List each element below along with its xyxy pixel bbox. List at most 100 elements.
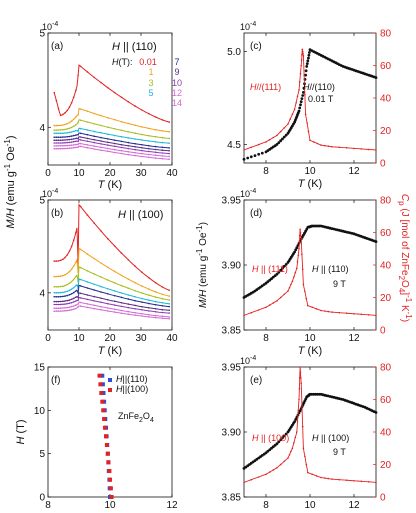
panel-e-series-Cp-point	[298, 377, 301, 379]
panel-a-series-4-point	[72, 134, 75, 137]
panel-b-series-6-point	[141, 309, 143, 311]
panel-a-series-5-point	[107, 141, 109, 144]
panel-d-series-M/H	[281, 266, 284, 270]
panel-b-series-3-point	[148, 299, 150, 301]
panel-b-series-7-point	[93, 304, 95, 307]
panel-a-series-4-point	[59, 136, 62, 138]
panel-a-series-6-point	[148, 150, 150, 153]
panel-a-series-4-point	[148, 144, 150, 147]
panel-e-y2tick-label: 0	[380, 493, 386, 504]
panel-a-series-6-point	[127, 147, 130, 150]
panel-b-series-6-point	[79, 297, 82, 299]
panel-e-y2tick-label: 80	[380, 363, 392, 374]
panel-d-series-Cp-point	[297, 254, 300, 257]
panel-b-xtick-label: 30	[135, 333, 147, 344]
panel-b-series-7-point	[86, 303, 89, 305]
panel-b-series-1-point	[127, 278, 130, 280]
panel-a-series-6-point	[168, 152, 170, 155]
panel-c-series-M/H	[300, 97, 304, 100]
panel-e-series-Cp-point	[291, 447, 294, 450]
panel-a-legend-12: 12	[172, 88, 182, 98]
panel-b-series-7-point	[77, 303, 79, 305]
panel-b-series-1-point	[64, 274, 66, 276]
panel-a-series-7-point	[57, 145, 60, 147]
panel-c-series-M/H	[253, 154, 257, 158]
panel-a-series-4-point	[57, 136, 60, 138]
panel-a-series-5-point	[68, 138, 71, 141]
panel-d-series-Cp-point	[320, 309, 322, 312]
panel-c-series-M/H	[249, 155, 253, 159]
panel-f-xtick-label: 10	[104, 500, 116, 511]
panel-a-series-7-point	[168, 155, 170, 158]
panel-a-series-5-point	[57, 139, 60, 141]
panel-a-series-0-point	[64, 112, 66, 114]
panel-a-series-4-point	[127, 141, 130, 144]
panel-c-series-Cp-point	[268, 138, 271, 141]
panel-a-series-7-point	[62, 145, 64, 147]
panel-b-series-7-point	[134, 311, 136, 314]
panel-e-series-Cp-point	[300, 377, 302, 379]
panel-a-series-0-point	[86, 71, 89, 73]
panel-a-series-4-point	[53, 136, 55, 138]
panel-b-series-0-point	[57, 260, 60, 262]
panel-a-series-6-point	[161, 152, 164, 154]
panel-b-series-3-point	[127, 294, 130, 296]
panel-c-series-M/H	[299, 100, 303, 104]
panel-a-series-5-point	[148, 147, 150, 150]
panel-a-series-0-point	[100, 81, 102, 84]
panel-e-series-M/H	[279, 438, 283, 442]
panel-e-series-M/H	[275, 442, 279, 446]
panel-b-series-8-point	[127, 313, 130, 316]
panel-a-series-3-point	[57, 132, 60, 135]
panel-b-series-4-point	[120, 296, 123, 299]
panel-d-letter: (d)	[250, 208, 262, 219]
panel-a-series-7-point	[154, 154, 157, 156]
panel-d-y2tick-label: 0	[380, 326, 386, 337]
panel-b-series-1-point	[57, 275, 60, 278]
panel-b-series-6-point	[70, 301, 73, 304]
panel-e-series-Cp-point	[250, 478, 253, 481]
panel-d-series-M/H	[293, 250, 296, 254]
panel-a-series-2-point	[53, 129, 55, 131]
panel-b-series-1-point	[148, 288, 150, 290]
panel-a-series-8-point	[70, 147, 73, 149]
panel-a-series-7-point	[79, 142, 82, 145]
panel-e-annotation-2: 9 T	[333, 447, 346, 457]
panel-a-series-2-point	[59, 129, 62, 131]
panel-b-series-3-point	[75, 285, 77, 287]
panel-b-series-0-point	[107, 237, 109, 240]
panel-a-series-1-point	[64, 123, 66, 126]
panel-b-series-8-point	[72, 308, 75, 311]
panel-c-series-Cp-point	[327, 145, 330, 147]
panel-a-series-1-point	[100, 114, 102, 117]
panel-a-exponent: 10-4	[42, 21, 58, 32]
panel-d-series-M/H	[277, 270, 281, 274]
panel-b-series-8-point	[86, 306, 89, 309]
panel-b-series-5-point	[62, 300, 64, 303]
panel-a-series-2-point	[107, 126, 109, 128]
panel-b-series-8-point	[66, 309, 68, 312]
panel-e-series-Cp-point	[375, 481, 377, 484]
panel-b-series-0-point	[72, 239, 75, 241]
panel-c-series-Cp-point	[304, 94, 306, 96]
panel-a-series-2-point	[77, 121, 79, 124]
panel-a-series-1-point	[168, 131, 170, 133]
panel-a-series-1-point	[70, 120, 73, 122]
panel-a-series-7-point	[127, 151, 130, 153]
panel-c-series-Cp-point	[300, 64, 303, 67]
panel-e-annotation-1: H || (100)	[312, 433, 349, 443]
panel-e-series-Cp-point	[353, 480, 355, 482]
panel-b-series-0-point	[100, 230, 102, 232]
panel-a-series-6-point	[77, 140, 79, 143]
panel-a-series-0-point	[113, 91, 116, 94]
panel-b-series-8-point	[70, 309, 73, 311]
panel-b-series-4-point	[75, 290, 77, 292]
panel-c-y2tick-label: 0	[380, 159, 386, 170]
panel-b-series-4-point	[70, 293, 73, 295]
panel-a-series-7-point	[75, 143, 77, 146]
panel-a-series-1-point	[68, 121, 71, 124]
panel-b-series-2-point	[64, 284, 66, 287]
panel-a-series-5-point	[120, 143, 123, 146]
panel-b-xtick-label: 40	[166, 333, 178, 344]
panel-a-series-7-point	[93, 145, 95, 147]
